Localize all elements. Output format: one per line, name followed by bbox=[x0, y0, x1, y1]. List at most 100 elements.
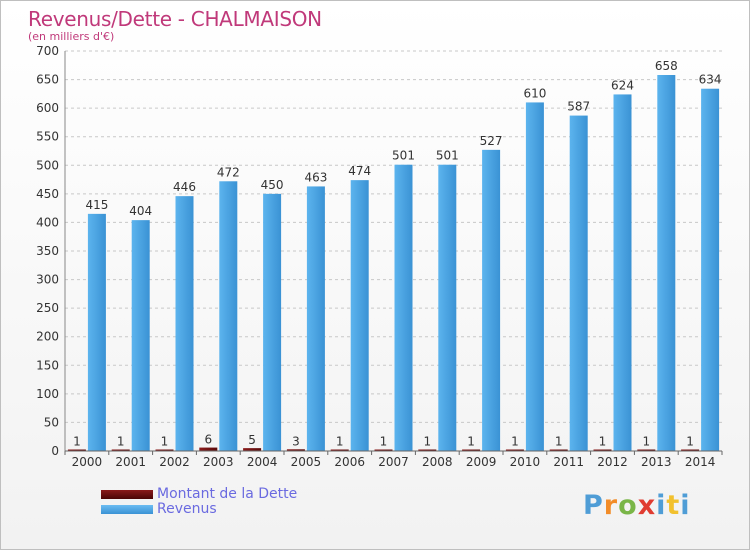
bar-dette bbox=[418, 449, 437, 451]
y-tick-label: 300 bbox=[36, 273, 59, 287]
x-tick-label: 2008 bbox=[422, 455, 453, 469]
data-label-revenus: 404 bbox=[129, 204, 152, 218]
y-tick-label: 700 bbox=[36, 44, 59, 58]
x-tick-label: 2002 bbox=[159, 455, 190, 469]
data-label-revenus: 474 bbox=[348, 164, 371, 178]
data-label-dette: 5 bbox=[248, 433, 256, 447]
data-label-dette: 1 bbox=[511, 435, 519, 449]
x-tick-label: 2014 bbox=[685, 455, 716, 469]
y-tick-label: 450 bbox=[36, 187, 59, 201]
x-tick-label: 2007 bbox=[378, 455, 409, 469]
x-tick-label: 2009 bbox=[466, 455, 497, 469]
data-label-dette: 1 bbox=[642, 435, 650, 449]
bar-dette bbox=[374, 449, 393, 451]
x-tick-label: 2003 bbox=[203, 455, 234, 469]
y-tick-label: 50 bbox=[44, 415, 59, 429]
data-label-revenus: 463 bbox=[304, 170, 327, 184]
data-label-revenus: 587 bbox=[567, 100, 590, 114]
chart-subtitle: (en milliers d'€) bbox=[28, 30, 115, 43]
bar-dette bbox=[549, 449, 568, 451]
y-tick-label: 0 bbox=[51, 444, 59, 458]
data-label-revenus: 658 bbox=[655, 59, 678, 73]
data-label-revenus: 501 bbox=[436, 149, 459, 163]
y-tick-label: 550 bbox=[36, 130, 59, 144]
x-tick-label: 2010 bbox=[510, 455, 541, 469]
data-label-dette: 3 bbox=[292, 434, 300, 448]
x-tick-label: 2011 bbox=[553, 455, 584, 469]
bar-dette bbox=[681, 449, 700, 451]
x-tick-label: 2005 bbox=[291, 455, 322, 469]
data-label-dette: 1 bbox=[686, 435, 694, 449]
bar-revenus bbox=[701, 88, 720, 451]
bar-revenus bbox=[394, 164, 413, 451]
x-tick-label: 2001 bbox=[115, 455, 146, 469]
bar-dette bbox=[505, 449, 524, 451]
data-label-revenus: 472 bbox=[217, 165, 240, 179]
data-label-dette: 1 bbox=[599, 435, 607, 449]
data-label-revenus: 634 bbox=[699, 73, 722, 87]
data-label-dette: 1 bbox=[555, 435, 563, 449]
bar-dette bbox=[67, 449, 86, 451]
bar-revenus bbox=[657, 75, 676, 451]
data-label-revenus: 610 bbox=[523, 86, 546, 100]
legend-label-revenus: Revenus bbox=[157, 501, 217, 517]
bar-dette bbox=[593, 449, 612, 451]
bar-revenus bbox=[263, 193, 282, 451]
data-label-dette: 6 bbox=[204, 433, 212, 447]
y-tick-label: 100 bbox=[36, 387, 59, 401]
bar-revenus bbox=[350, 180, 369, 451]
bar-dette bbox=[155, 449, 174, 451]
bar-dette bbox=[330, 449, 349, 451]
legend-swatch-dette bbox=[101, 490, 153, 499]
y-tick-label: 200 bbox=[36, 330, 59, 344]
data-label-revenus: 450 bbox=[261, 178, 284, 192]
bar-dette bbox=[462, 449, 481, 451]
bar-revenus bbox=[438, 164, 457, 451]
bar-dette bbox=[286, 449, 305, 451]
data-label-dette: 1 bbox=[380, 435, 388, 449]
x-tick-label: 2012 bbox=[597, 455, 628, 469]
bar-dette bbox=[243, 448, 262, 451]
bar-revenus bbox=[87, 213, 106, 451]
bar-dette bbox=[199, 447, 218, 451]
y-tick-label: 250 bbox=[36, 301, 59, 315]
data-label-dette: 1 bbox=[73, 435, 81, 449]
data-label-dette: 1 bbox=[161, 435, 169, 449]
data-label-dette: 1 bbox=[467, 435, 475, 449]
bar-dette bbox=[637, 449, 656, 451]
data-label-dette: 1 bbox=[423, 435, 431, 449]
logo-letter: o bbox=[618, 490, 638, 521]
bar-revenus bbox=[131, 220, 150, 451]
bar-revenus bbox=[613, 94, 632, 451]
bar-revenus bbox=[482, 149, 501, 451]
y-tick-label: 650 bbox=[36, 73, 59, 87]
legend-label-dette: Montant de la Dette bbox=[157, 486, 298, 502]
data-label-revenus: 415 bbox=[85, 198, 108, 212]
y-tick-label: 150 bbox=[36, 358, 59, 372]
logo-letter: r bbox=[603, 490, 619, 521]
data-label-dette: 1 bbox=[336, 435, 344, 449]
y-tick-label: 500 bbox=[36, 158, 59, 172]
x-tick-label: 2000 bbox=[72, 455, 103, 469]
y-tick-label: 600 bbox=[36, 101, 59, 115]
data-label-revenus: 501 bbox=[392, 149, 415, 163]
chart-title: Revenus/Dette - CHALMAISON bbox=[28, 7, 322, 31]
legend-swatch-revenus bbox=[101, 505, 153, 514]
data-label-revenus: 527 bbox=[480, 134, 503, 148]
y-tick-label: 400 bbox=[36, 215, 59, 229]
logo-letter: t bbox=[666, 490, 681, 521]
bar-dette bbox=[111, 449, 130, 451]
data-label-revenus: 446 bbox=[173, 180, 196, 194]
x-tick-label: 2013 bbox=[641, 455, 672, 469]
logo-letter: i bbox=[656, 490, 667, 521]
y-tick-label: 350 bbox=[36, 244, 59, 258]
x-tick-label: 2006 bbox=[334, 455, 365, 469]
data-label-revenus: 624 bbox=[611, 78, 634, 92]
data-label-dette: 1 bbox=[117, 435, 125, 449]
bar-revenus bbox=[175, 196, 194, 451]
logo-letter: i bbox=[680, 490, 691, 521]
proxiti-logo: Proxiti bbox=[583, 490, 691, 521]
bar-revenus bbox=[306, 186, 325, 451]
